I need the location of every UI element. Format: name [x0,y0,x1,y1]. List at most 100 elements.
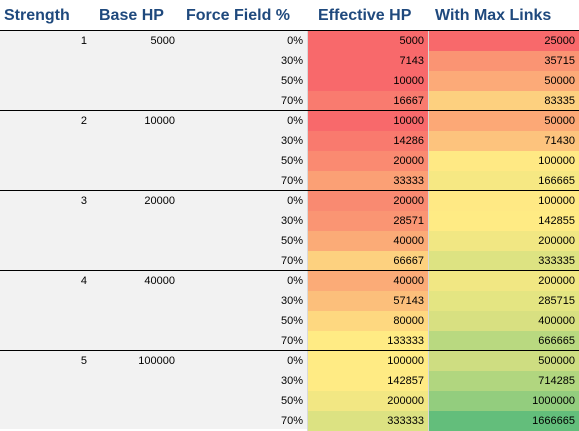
force-field-cell[interactable]: 0% [287,275,303,287]
base-hp-cell[interactable] [91,171,179,191]
effective-hp-cell[interactable]: 33333 [307,171,428,191]
strength-cell[interactable]: 4 [80,275,87,287]
header-strength[interactable]: Strength [4,7,70,24]
effective-hp-cell[interactable]: 20000 [307,151,428,171]
base-hp-cell[interactable] [91,331,179,351]
effective-hp-cell[interactable]: 200000 [307,391,428,411]
base-hp-cell[interactable] [91,311,179,331]
force-field-cell[interactable]: 50% [280,75,303,87]
max-links-cell[interactable]: 50000 [428,111,579,131]
max-links-cell[interactable]: 100000 [428,151,579,171]
effective-hp-cell[interactable]: 14286 [307,131,428,151]
effective-hp-cell[interactable]: 40000 [307,231,428,251]
force-field-cell[interactable]: 0% [287,195,303,207]
effective-hp-cell[interactable]: 40000 [307,271,428,291]
strength-cell[interactable] [0,331,91,351]
effective-hp-cell[interactable]: 28571 [307,211,428,231]
max-links-cell[interactable]: 166665 [428,171,579,191]
base-hp-cell[interactable] [91,411,179,431]
effective-hp-cell[interactable]: 20000 [307,191,428,211]
strength-cell[interactable] [0,371,91,391]
max-links-cell[interactable]: 285715 [428,291,579,311]
base-hp-cell[interactable] [91,71,179,91]
force-field-cell[interactable]: 30% [280,135,303,147]
force-field-cell[interactable]: 50% [280,395,303,407]
strength-cell[interactable] [0,211,91,231]
strength-cell[interactable] [0,411,91,431]
header-base-hp[interactable]: Base HP [99,7,164,24]
strength-cell[interactable]: 2 [80,115,87,127]
header-effective-hp[interactable]: Effective HP [318,7,412,24]
strength-cell[interactable] [0,251,91,271]
force-field-cell[interactable]: 30% [280,55,303,67]
max-links-cell[interactable]: 1666665 [428,411,579,431]
base-hp-cell[interactable] [91,231,179,251]
strength-cell[interactable] [0,91,91,111]
max-links-cell[interactable]: 200000 [428,271,579,291]
strength-cell[interactable] [0,311,91,331]
effective-hp-cell[interactable]: 333333 [307,411,428,431]
effective-hp-cell[interactable]: 100000 [307,351,428,371]
max-links-cell[interactable]: 714285 [428,371,579,391]
force-field-cell[interactable]: 30% [280,215,303,227]
base-hp-cell[interactable]: 10000 [144,115,175,127]
strength-cell[interactable] [0,51,91,71]
max-links-cell[interactable]: 142855 [428,211,579,231]
strength-cell[interactable] [0,151,91,171]
header-with-max-links[interactable]: With Max Links [435,7,552,24]
max-links-cell[interactable]: 500000 [428,351,579,371]
effective-hp-cell[interactable]: 7143 [307,51,428,71]
force-field-cell[interactable]: 70% [280,95,303,107]
effective-hp-cell[interactable]: 10000 [307,111,428,131]
effective-hp-cell[interactable]: 80000 [307,311,428,331]
force-field-cell[interactable]: 30% [280,375,303,387]
base-hp-cell[interactable] [91,211,179,231]
max-links-cell[interactable]: 400000 [428,311,579,331]
effective-hp-cell[interactable]: 133333 [307,331,428,351]
max-links-cell[interactable]: 666665 [428,331,579,351]
force-field-cell[interactable]: 50% [280,315,303,327]
force-field-cell[interactable]: 0% [287,355,303,367]
effective-hp-cell[interactable]: 16667 [307,91,428,111]
strength-cell[interactable] [0,131,91,151]
force-field-cell[interactable]: 30% [280,295,303,307]
max-links-cell[interactable]: 333335 [428,251,579,271]
base-hp-cell[interactable] [91,291,179,311]
force-field-cell[interactable]: 0% [287,35,303,47]
base-hp-cell[interactable] [91,391,179,411]
max-links-cell[interactable]: 35715 [428,51,579,71]
effective-hp-cell[interactable]: 5000 [307,31,428,51]
strength-cell[interactable] [0,291,91,311]
base-hp-cell[interactable]: 20000 [144,195,175,207]
strength-cell[interactable] [0,231,91,251]
max-links-cell[interactable]: 200000 [428,231,579,251]
strength-cell[interactable] [0,171,91,191]
base-hp-cell[interactable] [91,131,179,151]
effective-hp-cell[interactable]: 57143 [307,291,428,311]
force-field-cell[interactable]: 70% [280,415,303,427]
header-force-field[interactable]: Force Field % [186,7,291,24]
max-links-cell[interactable]: 25000 [428,31,579,51]
base-hp-cell[interactable] [91,251,179,271]
effective-hp-cell[interactable]: 66667 [307,251,428,271]
base-hp-cell[interactable]: 5000 [150,35,175,47]
strength-cell[interactable]: 3 [80,195,87,207]
base-hp-cell[interactable] [91,371,179,391]
strength-cell[interactable] [0,71,91,91]
base-hp-cell[interactable] [91,91,179,111]
max-links-cell[interactable]: 71430 [428,131,579,151]
strength-cell[interactable]: 1 [80,35,87,47]
force-field-cell[interactable]: 0% [287,115,303,127]
max-links-cell[interactable]: 1000000 [428,391,579,411]
base-hp-cell[interactable] [91,51,179,71]
force-field-cell[interactable]: 50% [280,235,303,247]
force-field-cell[interactable]: 70% [280,335,303,347]
effective-hp-cell[interactable]: 142857 [307,371,428,391]
strength-cell[interactable]: 5 [80,355,87,367]
base-hp-cell[interactable]: 100000 [138,355,175,367]
force-field-cell[interactable]: 70% [280,255,303,267]
max-links-cell[interactable]: 50000 [428,71,579,91]
effective-hp-cell[interactable]: 10000 [307,71,428,91]
force-field-cell[interactable]: 50% [280,155,303,167]
max-links-cell[interactable]: 83335 [428,91,579,111]
